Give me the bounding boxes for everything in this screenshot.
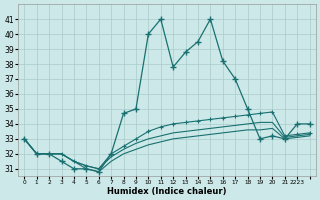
X-axis label: Humidex (Indice chaleur): Humidex (Indice chaleur) [107, 187, 227, 196]
